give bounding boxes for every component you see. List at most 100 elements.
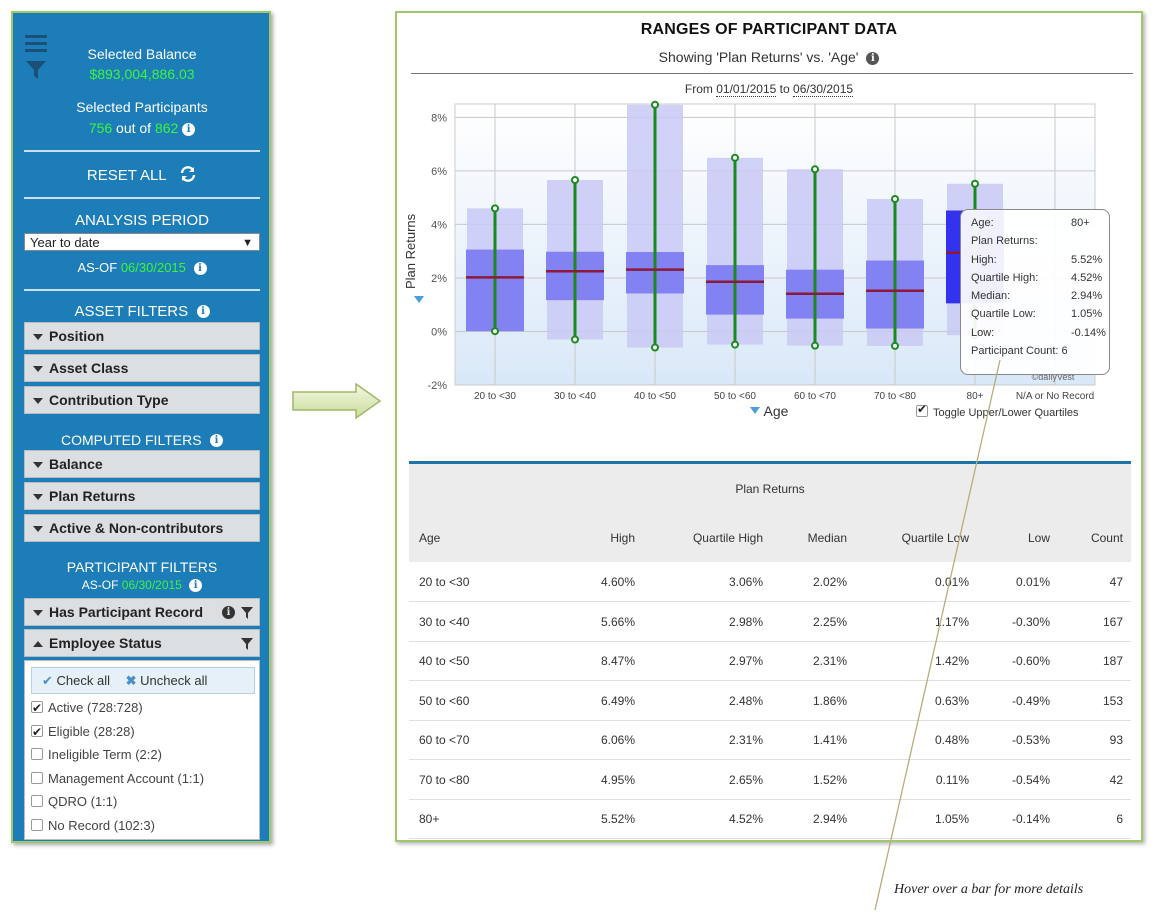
filter-asset-class[interactable]: Asset Class [24, 354, 260, 382]
table-row[interactable]: 50 to <60 6.49% 2.48% 1.86% 0.63% -0.49% 153 [409, 681, 1131, 721]
tooltip-label: Median: [971, 290, 1011, 303]
table-cell: 5.66% [600, 614, 635, 629]
analysis-period-value: Year to date [30, 235, 100, 250]
table-row[interactable]: 60 to <70 6.06% 2.31% 1.41% 0.48% -0.53% 93 [409, 720, 1131, 760]
callout-text: Hover over a bar for more details [894, 882, 1084, 897]
table-cell: 1.42% [934, 654, 969, 668]
column-header[interactable]: Count [1090, 531, 1123, 545]
tooltip-value: 4.52% [1071, 271, 1103, 284]
checkbox[interactable] [916, 402, 928, 417]
table-cell: 0.48% [934, 733, 969, 747]
table-cell: 80+ [419, 812, 440, 826]
checkbox[interactable] [31, 722, 43, 742]
info-icon[interactable]: i [866, 51, 880, 65]
divider [411, 73, 1133, 74]
table-cell: -0.49% [1011, 693, 1050, 708]
status-label: Active (728:728) [48, 700, 143, 715]
column-header[interactable]: Quartile High [692, 531, 763, 545]
info-icon[interactable]: i [209, 434, 223, 448]
reset-all-button[interactable]: RESET ALL [24, 166, 260, 185]
x-tick-label: 20 to <30 [474, 391, 516, 402]
x-axis-title[interactable]: Age [397, 403, 1141, 421]
column-header[interactable]: Age [419, 531, 441, 545]
axis-dropdown-icon[interactable] [414, 296, 424, 304]
box-group[interactable] [786, 165, 844, 350]
tooltip-row: Median: 2.94% [971, 290, 1109, 308]
info-icon[interactable]: i [193, 262, 207, 276]
date-to[interactable]: 06/30/2015 [793, 82, 854, 97]
status-option[interactable]: Active (728:728) [31, 698, 143, 718]
filter-label: Asset Class [49, 360, 129, 376]
column-header[interactable]: High [610, 531, 635, 545]
expand-icon [33, 526, 43, 533]
checkbox[interactable] [31, 748, 43, 760]
table-cell: 8.47% [600, 654, 635, 668]
table-cell: 2.94% [812, 812, 847, 826]
date-from[interactable]: 01/01/2015 [716, 82, 777, 97]
checkmark-icon: ✔ [42, 673, 53, 688]
funnel-icon[interactable] [241, 638, 253, 650]
filter-employee-status[interactable]: Employee Status [24, 629, 260, 657]
participants-selected: 756 [88, 120, 113, 136]
filter-plan-returns[interactable]: Plan Returns [24, 482, 260, 510]
filter-position[interactable]: Position [24, 322, 260, 350]
column-header[interactable]: Quartile Low [901, 531, 969, 545]
funnel-icon[interactable] [241, 607, 253, 619]
column-header[interactable]: Median [807, 531, 847, 545]
table-cell: 2.25% [812, 614, 847, 629]
table-row[interactable]: 30 to <40 5.66% 2.98% 2.25% 1.17% -0.30% 167 [409, 602, 1131, 642]
filter-active-non-contributors[interactable]: Active & Non-contributors [24, 514, 260, 542]
axis-dropdown-icon[interactable] [749, 407, 760, 415]
x-tick-label: 30 to <40 [554, 391, 596, 402]
tooltip-row: Low: -0.14% [971, 327, 1109, 345]
info-icon[interactable]: i [196, 305, 210, 319]
filter-balance[interactable]: Balance [24, 450, 260, 478]
tooltip-label: Participant Count: 6 [971, 345, 1068, 358]
funnel-icon[interactable] [25, 60, 47, 80]
table-cell: 2.97% [728, 654, 763, 668]
toggle-quartiles[interactable]: Toggle Upper/Lower Quartiles [916, 402, 1079, 419]
table-row[interactable]: 70 to <80 4.95% 2.65% 1.52% 0.11% -0.54% 42 [409, 760, 1131, 800]
status-option[interactable]: Management Account (1:1) [31, 769, 204, 789]
refresh-icon [180, 166, 196, 182]
check-all-button[interactable]: ✔ Check all [42, 673, 114, 688]
analysis-period-select[interactable]: Year to date ▼ [24, 233, 260, 251]
column-header[interactable]: Low [1027, 531, 1050, 545]
status-option[interactable]: Eligible (28:28) [31, 722, 135, 742]
status-option[interactable]: No Record (102:3) [31, 816, 155, 836]
y-tick-label: 0% [431, 326, 447, 338]
status-option[interactable]: Ineligible Term (2:2) [31, 745, 162, 765]
tooltip-label: Low: [971, 326, 995, 339]
box-group[interactable] [706, 153, 764, 349]
info-icon[interactable]: i [182, 122, 196, 136]
box-group[interactable] [466, 204, 524, 336]
checkbox[interactable] [31, 772, 43, 784]
menu-icon[interactable] [25, 35, 47, 56]
table-cell: 4.60% [600, 575, 635, 589]
table-row[interactable]: 20 to <30 4.60% 3.06% 2.02% 0.01% 0.01% 47 [409, 562, 1131, 602]
table-row[interactable]: 80+ 5.52% 4.52% 2.94% 1.05% -0.14% 6 [409, 799, 1131, 839]
box-group[interactable] [866, 195, 924, 350]
uncheck-all-button[interactable]: ✖ Uncheck all [126, 673, 208, 688]
box-group[interactable] [546, 176, 604, 344]
divider [24, 150, 260, 152]
info-icon[interactable]: i [222, 606, 235, 619]
box-group[interactable] [626, 100, 684, 352]
info-icon[interactable]: i [189, 579, 203, 593]
table-row[interactable]: 40 to <50 8.47% 2.97% 2.31% 1.42% -0.60% 187 [409, 641, 1131, 681]
checkbox[interactable] [31, 698, 43, 718]
filter-has-participant-record[interactable]: Has Participant Record i [24, 598, 260, 626]
participants-count: 756 out of 862 i [24, 120, 260, 136]
y-tick-label: -2% [427, 380, 447, 392]
participants-out-of: out of [116, 120, 152, 136]
checkbox[interactable] [31, 819, 43, 831]
filter-contribution-type[interactable]: Contribution Type [24, 386, 260, 414]
x-tick-label: 60 to <70 [794, 391, 836, 402]
table-cell: -0.54% [1011, 772, 1050, 787]
status-option[interactable]: QDRO (1:1) [31, 792, 117, 812]
checkbox[interactable] [31, 795, 43, 807]
table-cell: 42 [1109, 772, 1123, 787]
table-cell: 153 [1102, 693, 1123, 708]
low-marker [571, 335, 579, 344]
y-tick-label: 2% [431, 273, 447, 285]
